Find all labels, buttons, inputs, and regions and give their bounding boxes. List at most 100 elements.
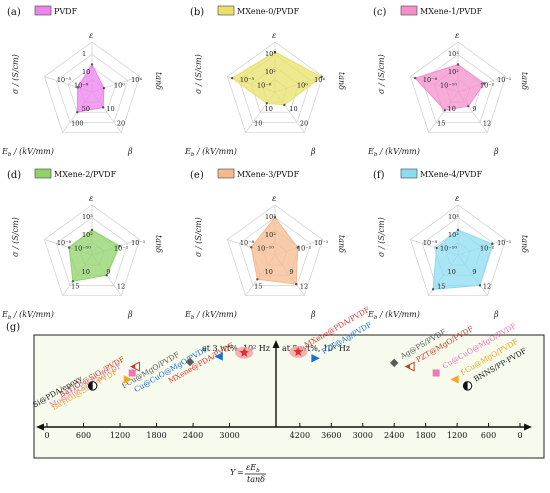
axis-title-beta: β <box>310 310 316 319</box>
eb-unit: / (kV/mm) <box>194 310 237 319</box>
tick-label: 10⁻⁸ <box>423 239 438 247</box>
data-point <box>456 63 460 66</box>
tick-label: 10³ <box>448 213 459 221</box>
data-point <box>456 228 460 232</box>
axis-title-sigma: σ / (S/cm) <box>377 54 386 94</box>
tick-label: 10⁻¹ <box>497 239 512 247</box>
tick-label: 10⁻¹ <box>497 76 512 84</box>
tick-label: 10 <box>448 105 456 113</box>
panel-g-comparison: (g) at 3 wt%, 10² Hz at 5 wt%, 10² Hz 0 600 1… <box>6 305 545 484</box>
tick-label: 10 <box>254 120 262 128</box>
tick-label: 15 <box>437 283 445 291</box>
eb-sub: b <box>8 315 12 321</box>
panel-label: (e) <box>190 170 204 181</box>
tick-label: 10⁻¹⁰ <box>257 245 274 253</box>
panel-label: (a) <box>7 7 21 18</box>
tick-label: 10⁻² <box>114 245 129 253</box>
axis-title-tand: tanδ <box>154 72 163 90</box>
axis-title-beta: β <box>310 147 316 156</box>
data-point <box>71 280 75 283</box>
tick-label: 10⁰ <box>297 82 308 90</box>
tick-label: 12 <box>117 283 125 291</box>
grid-ring <box>44 41 140 133</box>
data-point <box>90 63 94 66</box>
data-point <box>67 246 71 249</box>
tick-label: 10 <box>82 68 90 76</box>
data-area <box>432 229 493 290</box>
data-area <box>231 51 323 106</box>
tick-label: 10² <box>265 231 276 239</box>
eb-unit: / (kV/mm) <box>377 147 420 156</box>
left-title: at 3 wt%, 10² Hz <box>202 344 270 353</box>
data-point <box>435 246 438 250</box>
data-area <box>68 229 121 282</box>
data-point <box>101 106 105 109</box>
legend-swatch <box>217 5 235 16</box>
data-point <box>296 246 300 249</box>
tick-label: 100 <box>71 120 83 128</box>
marker-triangle-left <box>450 375 459 384</box>
data-point <box>102 86 106 90</box>
axis-title-epsilon: ε <box>455 194 459 203</box>
marker-circle-half <box>88 381 93 391</box>
tick-label: 9 <box>472 105 476 113</box>
axis-title-eb: Eb / (kV/mm) <box>1 310 54 321</box>
panel-label: (f) <box>373 170 385 181</box>
eb-part: E <box>367 147 374 156</box>
xlabel-numerator: εEb <box>246 463 260 474</box>
axis-title-epsilon: ε <box>455 31 459 40</box>
data-point <box>467 104 470 108</box>
grid-ring <box>410 204 506 296</box>
tick-label: 10³ <box>265 213 276 221</box>
tick-label: 10⁻⁸ <box>423 76 438 84</box>
panel-label-g: (g) <box>6 322 20 333</box>
x-axis-arrow-left <box>36 423 44 431</box>
eb-sub: b <box>191 315 195 321</box>
tick-label: 1 <box>82 50 86 58</box>
eb-part: E <box>367 310 374 319</box>
tick-label: 10 <box>265 105 273 113</box>
data-point <box>320 75 323 79</box>
eb-sub: b <box>191 152 195 158</box>
panel-g-frame <box>33 334 545 459</box>
x-tick-label: 2400 <box>384 431 404 440</box>
x-tick-label: 3000 <box>353 431 373 440</box>
eb-unit: / (kV/mm) <box>194 147 237 156</box>
eb-sub: b <box>374 152 378 158</box>
marker-star <box>293 346 303 356</box>
axis-title-eb: Eb / (kV/mm) <box>184 310 237 321</box>
data-point <box>482 82 486 85</box>
tick-label: 12 <box>483 120 491 128</box>
axis-title-tand: tanδ <box>154 235 163 253</box>
tick-label: 10 <box>106 105 114 113</box>
tick-label: 10³ <box>265 50 276 58</box>
data-point <box>273 50 277 54</box>
grid-ring <box>67 66 117 113</box>
x-tick-label: 4200 <box>290 431 310 440</box>
x-tick-label: 1200 <box>447 431 467 440</box>
center-axis-arrow <box>272 340 280 348</box>
radar-panel-2: (b) MXene-0/PVDF10²10³10⁰10⁴1020101010⁻⁸1… <box>184 5 346 158</box>
num-sub: b <box>256 468 260 474</box>
right-title: at 5 wt%, 10² Hz <box>282 344 350 353</box>
axis-title-epsilon: ε <box>89 194 93 203</box>
xlabel-y: Y <box>230 468 236 477</box>
data-point <box>283 103 286 107</box>
axis-title-tand: tanδ <box>337 235 346 253</box>
tick-label: 9 <box>106 268 110 276</box>
data-point <box>250 246 253 249</box>
legend-label: MXene-4/PVDF <box>420 170 483 179</box>
data-point <box>414 76 417 80</box>
x-tick-label: 3600 <box>321 431 341 440</box>
legend-swatch <box>34 5 52 16</box>
marker-square <box>128 369 136 377</box>
data-point <box>443 109 446 112</box>
eb-unit: / (kV/mm) <box>11 310 54 319</box>
grid-ring <box>55 217 129 286</box>
axis-title-beta: β <box>127 310 133 319</box>
tick-label: 20 <box>117 120 125 128</box>
axis-title-eb: Eb / (kV/mm) <box>184 147 237 158</box>
x-tick-label: 1800 <box>415 431 435 440</box>
x-tick-label: 2400 <box>183 431 203 440</box>
